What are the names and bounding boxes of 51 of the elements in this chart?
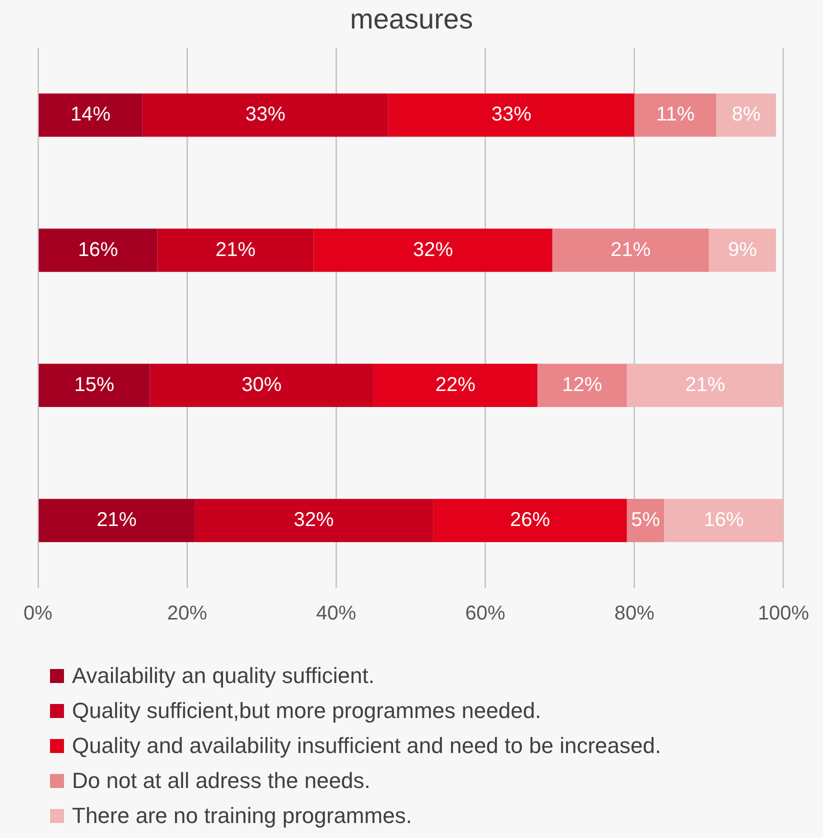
bar — [38, 94, 142, 137]
bar — [552, 228, 709, 272]
x-tick-label: 40% — [316, 602, 356, 625]
bar — [157, 228, 314, 272]
data-label: 21% — [610, 238, 651, 261]
bar — [634, 94, 716, 137]
bar — [626, 364, 784, 407]
bar — [433, 498, 627, 542]
chart-title: measures — [350, 4, 473, 35]
x-tick-label: 60% — [465, 602, 506, 625]
bar — [38, 364, 150, 407]
data-label: 11% — [656, 104, 695, 126]
data-label: 21% — [96, 508, 137, 531]
legend-label: Quality sufficient,but more programmes needed. — [72, 698, 542, 724]
data-label: 16% — [78, 238, 118, 261]
x-tick-label: 100% — [758, 602, 810, 625]
bar — [38, 228, 158, 272]
bar — [142, 94, 388, 137]
data-label: 32% — [413, 238, 454, 261]
data-label: 9% — [728, 238, 758, 261]
data-label: 16% — [704, 508, 744, 531]
data-label: 32% — [294, 508, 334, 531]
bar — [38, 498, 195, 542]
data-label: 5% — [631, 508, 660, 531]
bar — [716, 94, 776, 137]
data-label: 15% — [74, 374, 115, 396]
legend-label: Do not at all adress the needs. — [72, 768, 370, 794]
bar — [708, 228, 776, 272]
data-label: 30% — [242, 374, 282, 396]
data-label: 14% — [70, 104, 111, 126]
data-label: 22% — [435, 374, 476, 396]
legend-label: There are no training programmes. — [72, 802, 412, 828]
bar — [388, 94, 634, 137]
data-label: 8% — [732, 104, 761, 126]
bar — [537, 364, 627, 407]
x-tick-label: 0% — [24, 602, 53, 625]
data-label: 33% — [245, 104, 286, 126]
data-label: 21% — [685, 374, 726, 396]
bar — [373, 364, 538, 407]
bar — [664, 498, 784, 542]
bar — [194, 498, 434, 542]
bar — [150, 364, 374, 407]
data-label: 33% — [491, 104, 532, 126]
data-label: 26% — [510, 508, 550, 531]
x-tick-label: 80% — [614, 602, 655, 625]
legend-label: Quality and availability insufficient and need to be increased. — [72, 732, 662, 758]
data-label: 21% — [216, 238, 256, 261]
data-label: 12% — [562, 374, 602, 396]
bar — [314, 228, 552, 272]
x-tick-label: 20% — [167, 602, 208, 625]
legend-label: Availability an quality sufficient. — [72, 662, 374, 688]
